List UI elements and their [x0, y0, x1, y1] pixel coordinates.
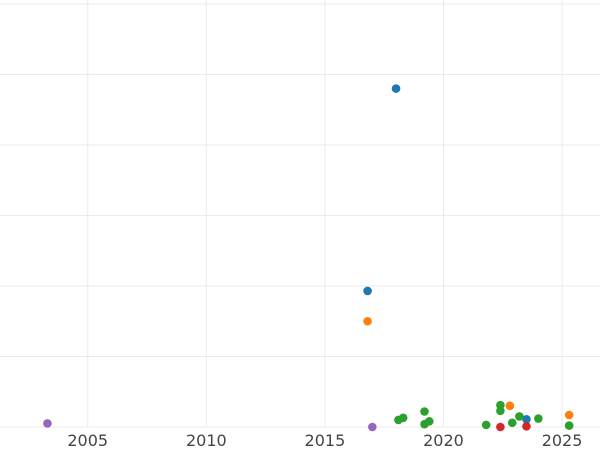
x-tick-label: 2025	[542, 431, 583, 450]
data-point	[391, 84, 401, 93]
data-point	[481, 420, 491, 430]
x-tick-label: 2005	[67, 431, 108, 450]
series-4	[43, 419, 377, 432]
data-point	[496, 422, 505, 432]
grid	[0, 0, 600, 428]
data-point	[564, 410, 574, 420]
series-0	[363, 84, 531, 424]
data-point	[534, 414, 543, 423]
x-tick-label: 2015	[305, 431, 346, 450]
data-point	[496, 406, 505, 416]
data-points	[43, 84, 574, 432]
x-tick-label: 2010	[186, 431, 227, 450]
data-point	[522, 421, 531, 431]
data-point	[363, 286, 372, 296]
data-point	[507, 418, 517, 428]
data-point	[420, 407, 429, 416]
data-point	[505, 401, 515, 411]
series-2	[394, 400, 574, 430]
data-point	[368, 422, 377, 432]
data-point	[398, 413, 408, 423]
data-point	[522, 414, 531, 424]
data-point	[424, 417, 434, 426]
data-point	[515, 412, 524, 421]
x-tick-label: 2020	[423, 431, 464, 450]
x-axis-tick-labels: 2005 2010 2015 2020 2025	[67, 431, 582, 450]
series-3	[496, 421, 531, 432]
data-point	[43, 419, 52, 428]
data-point	[564, 421, 574, 430]
series-1	[363, 316, 574, 420]
data-point	[363, 316, 372, 326]
